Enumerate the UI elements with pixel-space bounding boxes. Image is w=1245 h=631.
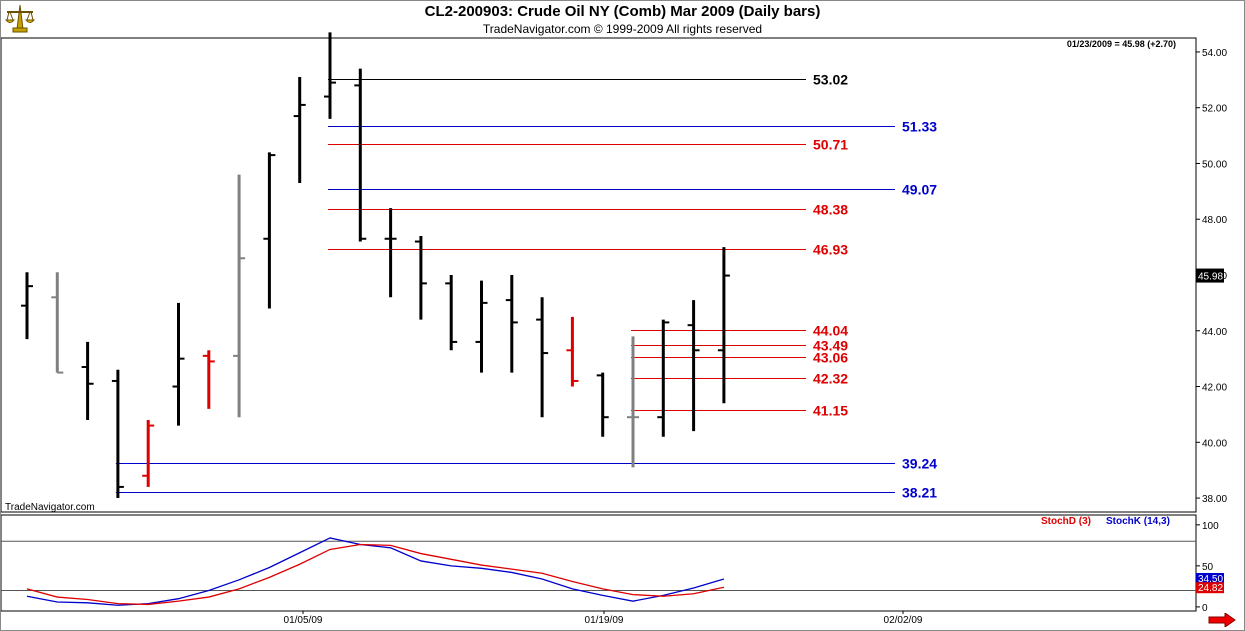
price-tick-label: 38.00	[1202, 494, 1227, 505]
price-tag-box	[1196, 268, 1224, 283]
price-tick-label: 50.00	[1202, 159, 1227, 170]
chart-title: CL2-200903: Crude Oil NY (Comb) Mar 2009…	[424, 3, 821, 20]
stoch-k-tag-text: 34.50	[1198, 574, 1223, 585]
level-label-51.33: 51.33	[902, 119, 937, 135]
level-label-53.02: 53.02	[813, 72, 848, 88]
legend-stochd: StochD (3)	[1041, 516, 1091, 527]
price-tick-label: 40.00	[1202, 438, 1227, 449]
level-label-44.04: 44.04	[813, 323, 848, 339]
price-tick-label: 48.00	[1202, 215, 1227, 226]
level-label-39.24: 39.24	[902, 456, 937, 472]
price-tick-label: 52.00	[1202, 104, 1227, 115]
stoch-tick-label: 100	[1202, 521, 1219, 532]
stoch-d-tag-text: 24.82	[1198, 583, 1223, 594]
legend-stochk: StochK (14,3)	[1106, 516, 1170, 527]
copyright-line: TradeNavigator.com © 1999-2009 All right…	[482, 22, 763, 36]
price-tick-label: 54.00	[1202, 48, 1227, 59]
level-label-42.32: 42.32	[813, 371, 848, 387]
stoch-tick-label: 0	[1202, 603, 1208, 614]
last-quote-text: 01/23/2009 = 45.98 (+2.70)	[1067, 39, 1176, 49]
level-label-49.07: 49.07	[902, 182, 937, 198]
stoch-k-tag-box	[1196, 573, 1224, 584]
price-tick-label: 42.00	[1202, 383, 1227, 394]
stoch-line-d	[26, 543, 725, 606]
level-label-46.93: 46.93	[813, 242, 848, 258]
stoch-line-k	[26, 537, 725, 606]
level-label-50.71: 50.71	[813, 137, 848, 153]
stoch-panel-frame	[0, 514, 1197, 612]
date-tick-label: 01/19/09	[585, 615, 624, 626]
watermark-text: TradeNavigator.com	[5, 502, 95, 513]
stoch-d-tag-box	[1196, 582, 1224, 594]
level-label-48.38: 48.38	[813, 202, 848, 218]
price-tag-text: 45.98	[1198, 272, 1223, 283]
price-tick-label: 44.00	[1202, 327, 1227, 338]
level-label-41.15: 41.15	[813, 403, 848, 419]
date-tick-label: 01/05/09	[284, 615, 323, 626]
stoch-tick-label: 50	[1202, 562, 1214, 573]
level-label-38.21: 38.21	[902, 485, 937, 501]
arrow-right-icon[interactable]	[1208, 613, 1236, 627]
price-panel-frame	[0, 37, 1197, 513]
level-label-43.06: 43.06	[813, 350, 848, 366]
level-label-43.49: 43.49	[813, 338, 848, 354]
date-tick-label: 02/02/09	[884, 615, 923, 626]
scales-icon	[4, 4, 36, 33]
